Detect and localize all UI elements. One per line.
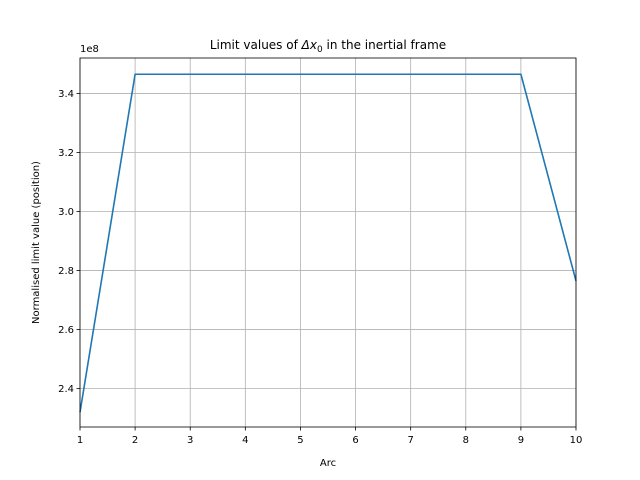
x-tick-label: 3 — [187, 435, 193, 446]
x-tick-label: 9 — [518, 435, 524, 446]
chart-title: Limit values of Δx0 in the inertial fram… — [210, 38, 446, 55]
y-axis-label: Normalised limit value (position) — [31, 161, 42, 324]
y-tick-label: 2.4 — [58, 384, 74, 395]
x-tick-label: 8 — [463, 435, 469, 446]
x-tick-label: 4 — [242, 435, 248, 446]
x-tick-label: 10 — [570, 435, 583, 446]
x-tick-label: 6 — [352, 435, 358, 446]
series-layer — [79, 73, 577, 413]
series-line — [79, 73, 577, 413]
x-tick-label: 7 — [407, 435, 413, 446]
grid — [79, 58, 577, 427]
y-tick-label: 3.2 — [58, 148, 74, 159]
y-tick-label: 2.6 — [58, 325, 74, 336]
y-tick-label: 3.0 — [58, 207, 74, 218]
y-tick-label: 3.4 — [58, 89, 74, 100]
x-tick-label: 2 — [132, 435, 138, 446]
y-offset-text: 1e8 — [80, 44, 99, 55]
x-axis-label: Arc — [320, 458, 336, 469]
plot-frame — [79, 57, 577, 428]
y-tick-label: 2.8 — [58, 266, 74, 277]
x-tick-label: 5 — [297, 435, 303, 446]
x-tick-label: 1 — [77, 435, 83, 446]
y-axis: 2.4 2.6 2.8 3.0 3.2 3.4 — [58, 89, 80, 395]
x-axis: 1 2 3 4 5 6 7 8 9 10 — [77, 427, 583, 446]
